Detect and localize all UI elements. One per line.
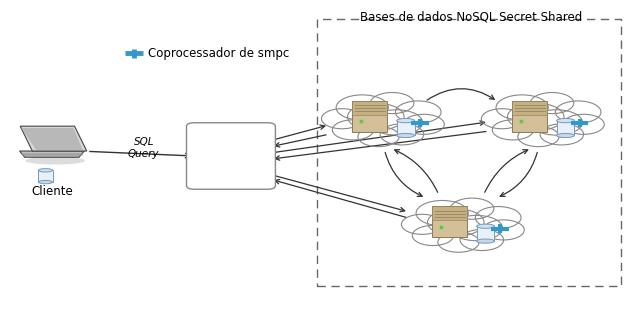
Bar (38, 170, 53, 182)
Polygon shape (20, 151, 84, 157)
Circle shape (460, 229, 504, 251)
Text: Query
Engine: Query Engine (210, 142, 253, 170)
Bar (556, 121, 574, 135)
Ellipse shape (397, 119, 415, 123)
Circle shape (358, 127, 399, 147)
FancyBboxPatch shape (352, 101, 387, 132)
Text: Coprocessador de smpc: Coprocessador de smpc (148, 47, 289, 60)
Circle shape (370, 110, 422, 135)
Circle shape (438, 232, 479, 252)
Circle shape (530, 93, 574, 114)
Circle shape (321, 109, 363, 129)
Bar (317, 19, 621, 286)
Circle shape (508, 103, 564, 131)
Ellipse shape (25, 157, 85, 164)
Circle shape (496, 95, 548, 120)
FancyBboxPatch shape (512, 101, 547, 132)
Circle shape (555, 101, 601, 123)
FancyBboxPatch shape (187, 123, 276, 189)
Circle shape (451, 198, 494, 219)
FancyBboxPatch shape (512, 101, 547, 115)
Ellipse shape (476, 239, 494, 243)
Ellipse shape (38, 168, 53, 172)
Circle shape (476, 207, 521, 229)
Circle shape (380, 124, 424, 145)
Circle shape (332, 120, 374, 140)
Circle shape (336, 95, 388, 120)
Text: Cliente: Cliente (31, 185, 72, 198)
Bar (397, 121, 415, 135)
Circle shape (347, 103, 404, 131)
Polygon shape (21, 126, 87, 151)
Circle shape (428, 209, 484, 236)
Circle shape (370, 93, 414, 114)
Text: Bases de dados NoSQL Secret Shared: Bases de dados NoSQL Secret Shared (360, 10, 582, 23)
Circle shape (483, 220, 524, 240)
Circle shape (563, 114, 604, 134)
Polygon shape (21, 128, 83, 150)
Circle shape (540, 124, 583, 145)
FancyBboxPatch shape (432, 206, 467, 220)
Circle shape (518, 127, 559, 147)
Ellipse shape (556, 119, 574, 123)
Circle shape (401, 214, 443, 234)
Circle shape (412, 226, 454, 246)
Circle shape (451, 215, 503, 241)
Circle shape (492, 120, 533, 140)
Circle shape (403, 114, 444, 134)
Bar (476, 226, 494, 241)
Circle shape (481, 109, 522, 129)
Ellipse shape (476, 224, 494, 228)
FancyBboxPatch shape (352, 101, 387, 115)
Ellipse shape (397, 134, 415, 138)
FancyBboxPatch shape (432, 206, 467, 237)
Text: SQL
Query: SQL Query (128, 137, 160, 159)
Circle shape (530, 110, 583, 135)
Circle shape (416, 201, 469, 226)
Circle shape (395, 101, 441, 123)
Ellipse shape (38, 180, 53, 184)
Ellipse shape (556, 134, 574, 138)
